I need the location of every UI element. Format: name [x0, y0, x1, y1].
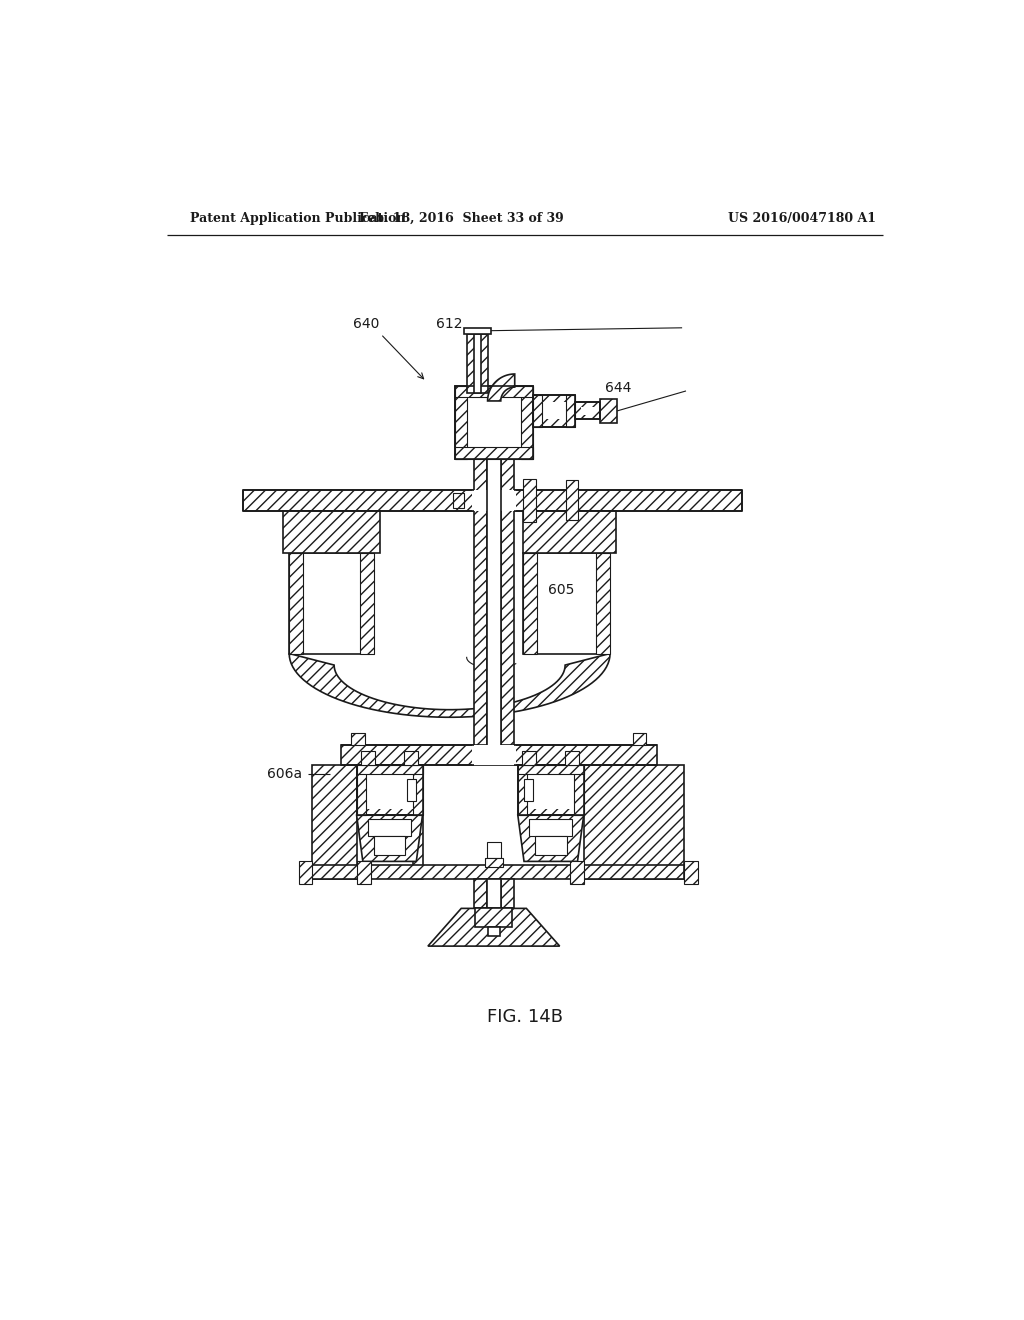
- Bar: [521, 385, 532, 459]
- Bar: [455, 385, 532, 397]
- Text: Feb. 18, 2016  Sheet 33 of 39: Feb. 18, 2016 Sheet 33 of 39: [358, 213, 563, 224]
- Bar: [365, 771, 415, 809]
- Bar: [312, 766, 356, 879]
- Bar: [455, 447, 532, 459]
- Bar: [518, 766, 584, 775]
- Bar: [569, 861, 584, 884]
- Bar: [532, 395, 575, 428]
- Bar: [532, 395, 542, 428]
- Bar: [484, 858, 503, 867]
- Text: Patent Application Publication: Patent Application Publication: [190, 213, 406, 224]
- Bar: [565, 751, 579, 766]
- Bar: [455, 385, 532, 459]
- Bar: [351, 733, 366, 744]
- Bar: [361, 751, 375, 766]
- Bar: [501, 420, 514, 751]
- Bar: [312, 866, 684, 879]
- Bar: [289, 553, 303, 653]
- Bar: [541, 403, 567, 420]
- Bar: [374, 836, 406, 855]
- Bar: [596, 553, 610, 653]
- Bar: [566, 395, 575, 428]
- Bar: [356, 766, 423, 775]
- Bar: [356, 861, 371, 884]
- Bar: [584, 766, 684, 879]
- Bar: [407, 779, 417, 800]
- Bar: [529, 818, 572, 836]
- Polygon shape: [356, 816, 423, 862]
- Bar: [472, 490, 515, 511]
- Bar: [474, 420, 486, 751]
- Text: 612: 612: [436, 317, 463, 331]
- Bar: [243, 490, 741, 511]
- Bar: [464, 327, 490, 334]
- Bar: [487, 927, 500, 936]
- Bar: [575, 403, 600, 420]
- Bar: [414, 766, 423, 816]
- Text: FIG. 14B: FIG. 14B: [486, 1008, 563, 1026]
- Bar: [341, 744, 656, 766]
- Bar: [467, 334, 487, 393]
- Bar: [455, 385, 467, 459]
- Bar: [524, 779, 534, 800]
- Bar: [486, 842, 501, 858]
- Bar: [522, 751, 537, 766]
- Bar: [472, 744, 515, 766]
- Bar: [486, 879, 501, 908]
- Bar: [356, 766, 423, 816]
- Bar: [289, 553, 374, 653]
- Bar: [486, 420, 501, 751]
- Bar: [575, 403, 600, 420]
- Bar: [582, 407, 594, 414]
- Bar: [474, 879, 486, 908]
- Bar: [600, 400, 617, 422]
- Bar: [518, 766, 584, 816]
- Bar: [523, 479, 536, 521]
- Bar: [535, 836, 566, 855]
- Bar: [684, 861, 698, 884]
- Bar: [633, 733, 646, 744]
- Bar: [474, 334, 481, 393]
- Polygon shape: [518, 816, 584, 862]
- Bar: [283, 511, 380, 553]
- Bar: [369, 818, 411, 836]
- Text: 640: 640: [352, 317, 379, 331]
- Text: 605: 605: [548, 582, 574, 597]
- Bar: [532, 395, 575, 428]
- Bar: [518, 766, 584, 816]
- Bar: [356, 766, 423, 816]
- Text: 606a: 606a: [267, 767, 302, 781]
- Bar: [455, 385, 532, 459]
- Bar: [356, 766, 366, 816]
- Bar: [403, 751, 418, 766]
- Bar: [475, 908, 512, 927]
- Polygon shape: [289, 653, 610, 717]
- Bar: [523, 553, 610, 653]
- Bar: [501, 879, 514, 908]
- Bar: [299, 861, 312, 884]
- Bar: [359, 553, 374, 653]
- Text: US 2016/0047180 A1: US 2016/0047180 A1: [728, 213, 877, 224]
- Polygon shape: [428, 908, 560, 946]
- Polygon shape: [487, 374, 515, 401]
- Bar: [466, 396, 521, 447]
- Bar: [566, 480, 579, 520]
- Bar: [574, 766, 584, 816]
- Text: 644: 644: [605, 381, 632, 395]
- Bar: [518, 766, 527, 816]
- Bar: [523, 553, 538, 653]
- Bar: [525, 771, 575, 809]
- Bar: [453, 492, 464, 508]
- Bar: [414, 766, 423, 879]
- Bar: [523, 511, 616, 553]
